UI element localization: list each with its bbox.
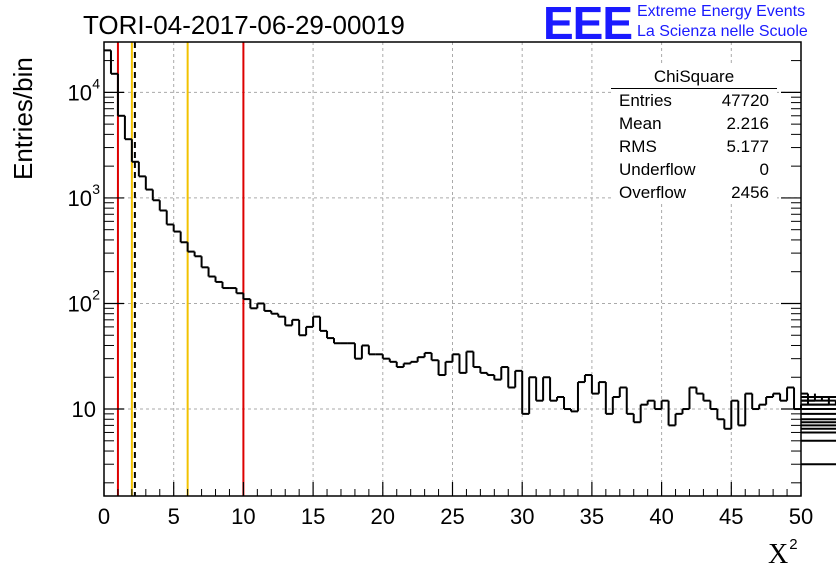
x-tick-label: 30 — [510, 504, 534, 529]
grid-layer — [104, 42, 801, 496]
x-tick-label: 40 — [649, 504, 673, 529]
x-tick-label: 15 — [301, 504, 325, 529]
stats-value: 0 — [759, 160, 769, 179]
stats-label: Overflow — [619, 183, 687, 202]
stats-row-entries: Entries 47720 — [611, 89, 777, 112]
y-tick-exponent: 3 — [92, 181, 100, 197]
x-axis-label-base: X — [768, 539, 789, 570]
y-tick-label: 10 — [68, 186, 92, 211]
y-tick-label: 10 — [72, 397, 96, 422]
x-tick-label: 20 — [371, 504, 395, 529]
stats-row-rms: RMS 5.177 — [611, 135, 777, 158]
chart-title: TORI-04-2017-06-29-00019 — [83, 10, 405, 40]
stats-row-underflow: Underflow 0 — [611, 158, 777, 181]
stats-value: 5.177 — [726, 137, 769, 156]
y-tick-exponent: 4 — [92, 75, 100, 91]
stats-label: Mean — [619, 114, 662, 133]
y-tick-exponent: 2 — [92, 286, 100, 302]
logo-line-1: Extreme Energy Events — [637, 3, 806, 20]
x-tick-label: 45 — [719, 504, 743, 529]
y-tick-label: 10 — [68, 291, 92, 316]
reference-lines — [116, 42, 245, 496]
eee-logo: EEE — [543, 0, 633, 49]
y-axis-label: Entries/bin — [8, 57, 38, 180]
stats-label: Underflow — [619, 160, 696, 179]
x-axis-label-exponent: 2 — [789, 536, 798, 553]
x-tick-label: 50 — [789, 504, 813, 529]
stats-value: 2.216 — [726, 114, 769, 133]
x-tick-label: 35 — [580, 504, 604, 529]
histogram-series — [104, 49, 836, 466]
y-tick-label: 10 — [68, 80, 92, 105]
stats-row-overflow: Overflow 2456 — [611, 181, 777, 204]
stats-label: Entries — [619, 91, 672, 110]
x-tick-label: 10 — [231, 504, 255, 529]
stats-label: RMS — [619, 137, 657, 156]
stats-value: 2456 — [731, 183, 769, 202]
logo-line-2: La Scienza nelle Scuole — [637, 23, 808, 40]
x-tick-label: 0 — [98, 504, 110, 529]
stats-box: ChiSquare Entries 47720 Mean 2.216 RMS 5… — [611, 66, 777, 204]
x-axis-label: X2 — [768, 536, 798, 571]
stats-value: 47720 — [721, 91, 769, 110]
x-tick-label: 5 — [168, 504, 180, 529]
x-tick-label: 25 — [440, 504, 464, 529]
stats-box-title: ChiSquare — [611, 66, 777, 89]
stats-row-mean: Mean 2.216 — [611, 112, 777, 135]
plot-frame — [103, 41, 802, 497]
